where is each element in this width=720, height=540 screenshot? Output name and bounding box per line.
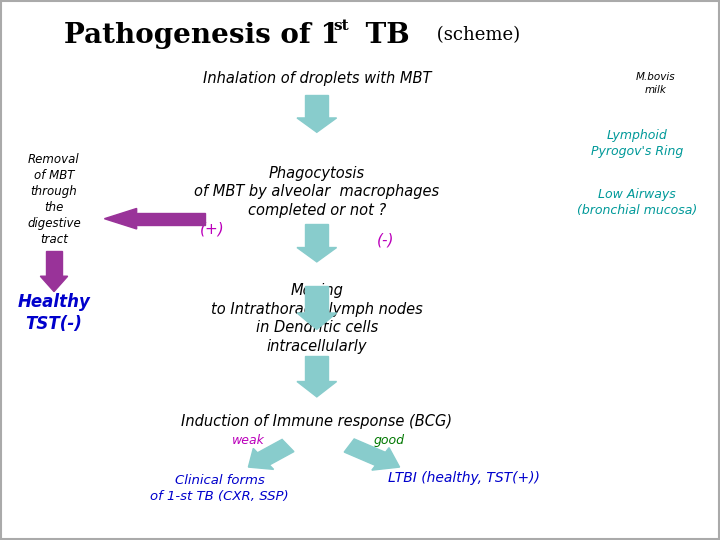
Text: LTBI (healthy, TST(+)): LTBI (healthy, TST(+))	[389, 471, 540, 485]
Polygon shape	[344, 439, 385, 465]
Text: Healthy
TST(-): Healthy TST(-)	[17, 293, 91, 333]
Polygon shape	[297, 247, 337, 262]
Text: good: good	[373, 434, 405, 447]
Polygon shape	[258, 440, 294, 465]
Text: (-): (-)	[377, 233, 394, 248]
Text: M.bovis
milk: M.bovis milk	[635, 72, 675, 95]
Text: Removal
of MBT
through
the
digestive
tract: Removal of MBT through the digestive tra…	[27, 153, 81, 246]
Text: Clinical forms
of 1-st TB (CXR, SSP): Clinical forms of 1-st TB (CXR, SSP)	[150, 474, 289, 503]
Polygon shape	[40, 276, 68, 292]
Text: Lymphoid
Pyrogov's Ring: Lymphoid Pyrogov's Ring	[591, 129, 683, 158]
Polygon shape	[297, 381, 337, 397]
Text: Pathogenesis of 1: Pathogenesis of 1	[63, 22, 340, 49]
Text: weak: weak	[232, 434, 265, 447]
Text: (+): (+)	[200, 222, 225, 237]
Text: st: st	[333, 19, 349, 33]
Polygon shape	[297, 118, 337, 132]
Text: Inhalation of droplets with MBT: Inhalation of droplets with MBT	[202, 71, 431, 86]
Polygon shape	[305, 94, 328, 118]
Polygon shape	[248, 448, 274, 469]
Polygon shape	[46, 251, 62, 276]
Polygon shape	[305, 356, 328, 381]
Text: Moving
to Intrathoracic lymph nodes
in Dendritic cells
intracellularly: Moving to Intrathoracic lymph nodes in D…	[211, 283, 423, 354]
Text: Low Airways
(bronchial mucosa): Low Airways (bronchial mucosa)	[577, 188, 698, 217]
Polygon shape	[297, 313, 337, 329]
Polygon shape	[104, 208, 137, 229]
Polygon shape	[372, 448, 400, 470]
Text: Phagocytosis
of MBT by alveolar  macrophages
completed or not ?: Phagocytosis of MBT by alveolar macropha…	[194, 166, 439, 218]
Polygon shape	[305, 286, 328, 313]
Text: (scheme): (scheme)	[431, 26, 520, 44]
Polygon shape	[137, 213, 205, 225]
Text: TB: TB	[356, 22, 409, 49]
Polygon shape	[305, 224, 328, 247]
Text: Induction of Immune response (BCG): Induction of Immune response (BCG)	[181, 414, 452, 429]
